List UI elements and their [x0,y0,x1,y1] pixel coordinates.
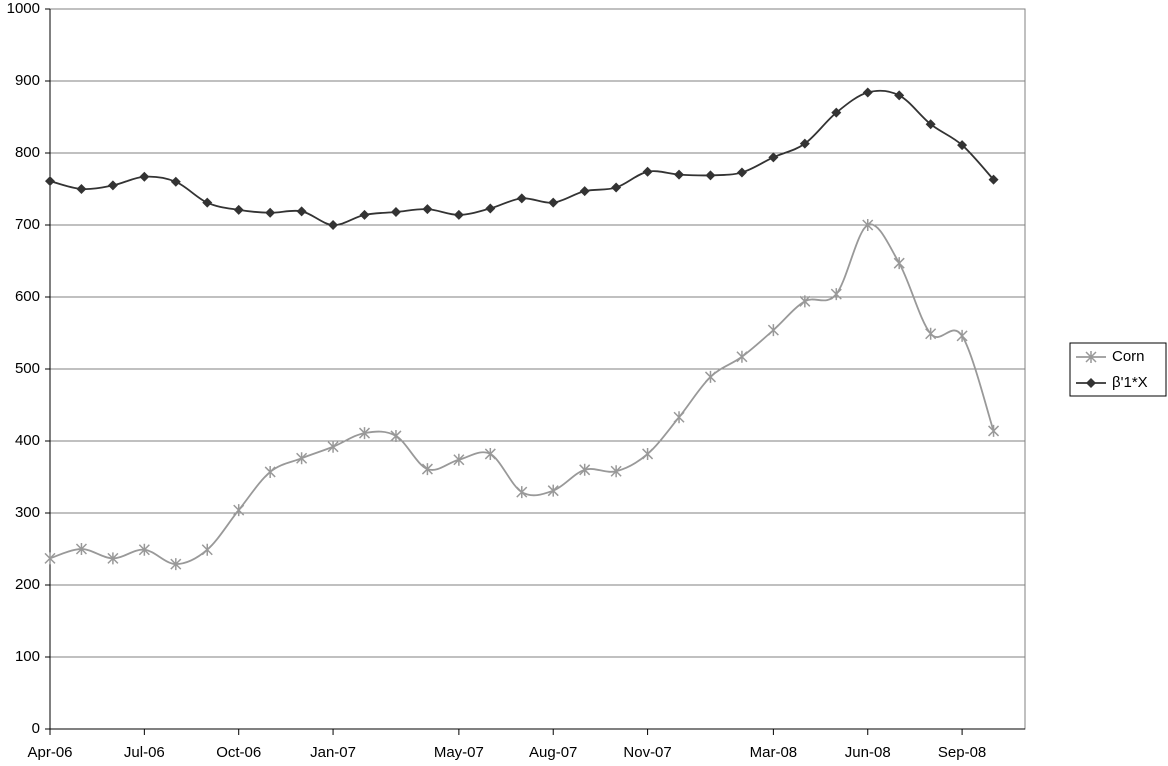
point-marker [579,463,591,476]
legend-box [1069,342,1167,397]
x-tick-label: Apr-06 [27,744,72,761]
point-marker [956,329,968,342]
point-marker [1086,378,1096,388]
point-marker [107,552,119,565]
point-marker [76,184,87,194]
point-marker [170,558,182,571]
point-marker [296,452,308,465]
point-marker [925,119,936,130]
point-marker [767,324,779,337]
point-marker [548,197,559,208]
point-marker [736,167,747,178]
point-marker [265,207,276,218]
point-marker [579,186,590,197]
point-marker [893,257,905,270]
x-tick-label: Aug-07 [529,744,577,761]
x-tick-label: Nov-07 [623,744,671,761]
point-marker [704,370,717,383]
point-marker [642,166,653,177]
point-marker [390,429,402,442]
x-tick-label: Oct-06 [216,744,261,761]
point-marker [485,203,496,214]
point-marker [44,552,56,565]
point-marker [1085,351,1097,363]
y-tick-label: 500 [15,360,40,377]
point-marker [484,447,496,460]
point-marker [611,182,622,193]
point-marker [390,207,401,218]
legend-label: Corn [1112,348,1145,365]
point-marker [421,463,433,476]
x-tick-label: Sep-08 [938,744,986,761]
point-marker [75,543,87,555]
x-tick-label: Mar-08 [750,744,798,761]
point-marker [642,447,654,460]
point-marker [453,453,465,466]
point-marker [328,220,339,230]
point-marker [202,197,213,208]
point-marker [45,176,55,187]
point-marker [831,107,842,118]
y-tick-label: 400 [15,432,40,449]
y-tick-label: 0 [32,720,40,737]
point-marker [358,427,371,440]
legend-label: β'1*X [1112,374,1148,391]
legend: Corn β'1*X [1069,342,1167,397]
series-line [49,89,995,226]
point-marker [233,204,244,215]
point-marker [516,486,528,499]
y-tick-label: 700 [15,216,40,233]
point-marker [799,295,811,308]
x-tick-label: Jul-06 [124,744,165,761]
point-marker [799,138,810,149]
x-tick-label: Jan-07 [310,744,356,761]
point-marker [768,152,779,163]
point-marker [736,350,748,363]
point-marker [705,170,716,181]
point-marker [862,219,874,231]
point-marker [170,176,181,187]
point-marker [296,206,307,217]
point-marker [547,484,559,497]
point-marker [264,465,276,478]
point-marker [139,171,150,182]
y-tick-label: 1000 [7,0,40,17]
point-marker [453,209,464,220]
point-marker [674,169,685,180]
x-tick-label: Jun-08 [845,744,891,761]
point-marker [516,193,527,204]
point-marker [107,180,118,191]
point-marker [957,140,968,151]
y-tick-label: 100 [15,648,40,665]
y-tick-label: 200 [15,576,40,593]
point-marker [233,504,245,517]
point-marker [830,288,842,301]
point-marker [988,174,999,185]
point-marker [327,440,339,453]
point-marker [138,543,150,556]
x-tick-label: May-07 [434,744,484,761]
point-marker [201,543,213,556]
point-marker [894,90,905,101]
point-marker [673,411,685,424]
y-tick-label: 300 [15,504,40,521]
y-tick-label: 800 [15,144,40,161]
point-marker [925,327,937,340]
point-marker [359,209,370,220]
y-tick-label: 900 [15,72,40,89]
point-marker [422,204,433,215]
point-marker [610,465,622,478]
point-marker [988,424,1000,437]
point-marker [862,87,873,98]
y-tick-label: 600 [15,288,40,305]
